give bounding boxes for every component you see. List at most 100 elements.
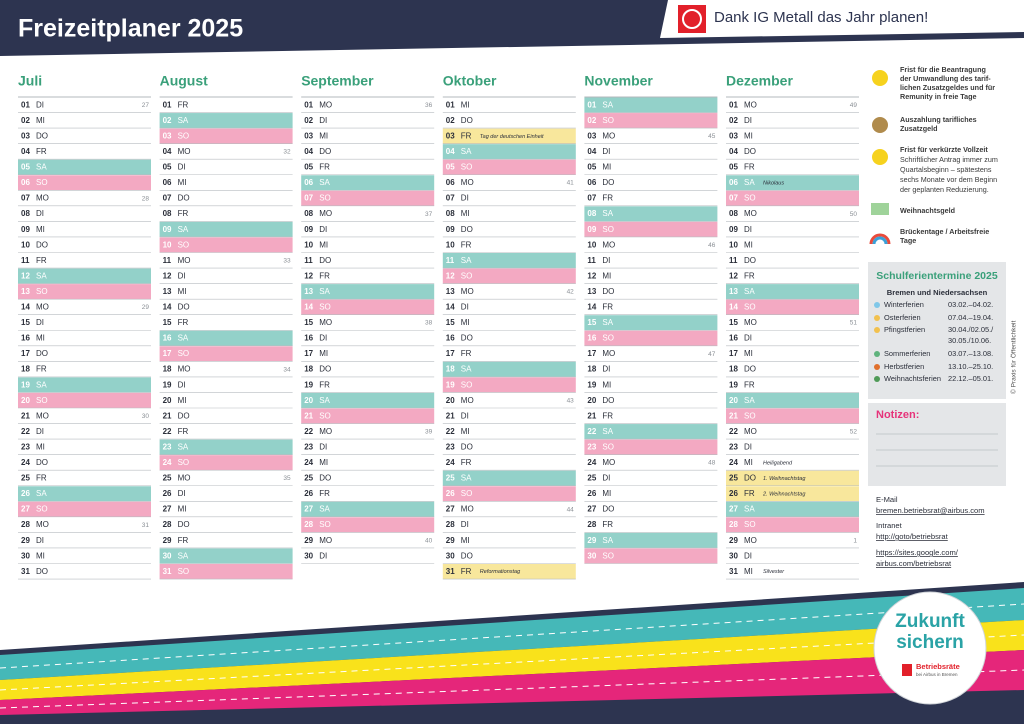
weekday: MI (744, 458, 753, 467)
copyright: © Praxis für Öffentlichkeit (1010, 321, 1018, 395)
day-number: 23 (587, 442, 596, 451)
day-number: 11 (587, 256, 596, 265)
weekday: DI (178, 271, 186, 280)
day-highlight (584, 439, 718, 455)
weekday: SO (319, 520, 331, 529)
holiday-name: Herbstferien (884, 362, 924, 371)
day-number: 15 (163, 318, 172, 327)
weekday: DI (744, 334, 752, 343)
day-number: 21 (729, 411, 738, 420)
weekday: MI (744, 349, 753, 358)
day-number: 28 (304, 520, 313, 529)
day-number: 01 (163, 100, 172, 109)
day-number: 17 (729, 349, 738, 358)
weekday: SA (461, 147, 472, 156)
day-number: 04 (304, 147, 313, 156)
day-note: Nikolaus (763, 180, 784, 186)
day-number: 31 (21, 567, 30, 576)
day-number: 25 (446, 474, 455, 483)
holiday-name: Sommerferien (884, 349, 930, 358)
day-highlight (584, 330, 718, 346)
weekday: SA (319, 287, 330, 296)
day-number: 01 (21, 100, 30, 109)
weekday: MI (178, 396, 187, 405)
weekday: SA (178, 442, 189, 451)
day-number: 12 (304, 271, 313, 280)
day-note: 2. Weihnachtstag (762, 491, 806, 497)
day-number: 28 (163, 520, 172, 529)
contact-link[interactable]: https://sites.google.com/ (876, 548, 959, 557)
weekday: DO (744, 147, 756, 156)
day-number: 30 (304, 551, 313, 560)
week-number: 48 (708, 460, 716, 467)
day-highlight (584, 548, 718, 564)
weekday: MO (744, 318, 757, 327)
day-highlight (159, 439, 293, 455)
legend-text: der geplanten Reduzierung. (900, 185, 989, 194)
badge: Zukunft sichern Betriebsräte bei Airbus … (873, 591, 987, 705)
day-number: 09 (446, 225, 455, 234)
day-number: 17 (304, 349, 313, 358)
day-highlight (442, 144, 576, 160)
legend-text: Remunity in freie Tage (900, 92, 977, 101)
badge-line: sichern (896, 632, 964, 653)
day-number: 18 (587, 365, 596, 374)
weekday: DI (36, 536, 44, 545)
day-highlight (301, 190, 435, 206)
weekday: MO (319, 536, 332, 545)
stripe-yellow (0, 620, 1024, 700)
weekday: MI (178, 178, 187, 187)
weekday: MI (36, 442, 45, 451)
day-number: 16 (446, 334, 455, 343)
weekday: MI (461, 209, 470, 218)
day-highlight (726, 175, 859, 191)
flight-path (0, 634, 1024, 691)
weekday: SO (36, 505, 48, 514)
day-number: 08 (446, 209, 455, 218)
day-number: 22 (446, 427, 455, 436)
day-number: 24 (21, 458, 30, 467)
weekday: MO (461, 287, 474, 296)
day-number: 08 (21, 209, 30, 218)
weekday: MO (36, 303, 49, 312)
week-number: 31 (142, 522, 150, 529)
weekday: SA (178, 116, 189, 125)
weekday: DI (36, 318, 44, 327)
weekday: MI (602, 271, 611, 280)
weekday: SO (461, 380, 473, 389)
legend-text: Brückentage / Arbeitsfreie (900, 227, 989, 236)
icon-bag (872, 117, 888, 133)
contact-link[interactable]: bremen.betriebsrat@airbus.com (876, 506, 985, 515)
weekday: FR (178, 209, 189, 218)
day-number: 20 (446, 396, 455, 405)
weekday: DI (178, 489, 186, 498)
day-number: 22 (587, 427, 596, 436)
weekday: SO (602, 116, 614, 125)
weekday: DI (602, 474, 610, 483)
day-number: 15 (729, 318, 738, 327)
day-highlight (159, 237, 293, 253)
day-number: 29 (729, 536, 738, 545)
day-highlight (584, 532, 718, 548)
contact-link[interactable]: http://goto/betriebsrat (876, 532, 949, 541)
day-number: 26 (729, 489, 738, 498)
day-number: 29 (587, 536, 596, 545)
weekday: SO (602, 225, 614, 234)
day-highlight (442, 361, 576, 377)
week-number: 46 (708, 242, 716, 249)
weekday: SO (744, 303, 756, 312)
month-title: Juli (18, 73, 42, 89)
weekday: MI (744, 567, 753, 576)
region: Bremen und Niedersachsen (887, 288, 988, 297)
day-number: 15 (21, 318, 30, 327)
contact-link[interactable]: airbus.com/betriebsrat (876, 559, 952, 568)
weekday: MI (744, 131, 753, 140)
day-number: 04 (729, 147, 738, 156)
day-highlight (301, 517, 435, 533)
weekday: DI (744, 551, 752, 560)
weekday: DO (319, 147, 331, 156)
week-number: 41 (567, 180, 575, 187)
weekday: MO (178, 474, 191, 483)
weekday: FR (744, 163, 755, 172)
day-number: 13 (21, 287, 30, 296)
